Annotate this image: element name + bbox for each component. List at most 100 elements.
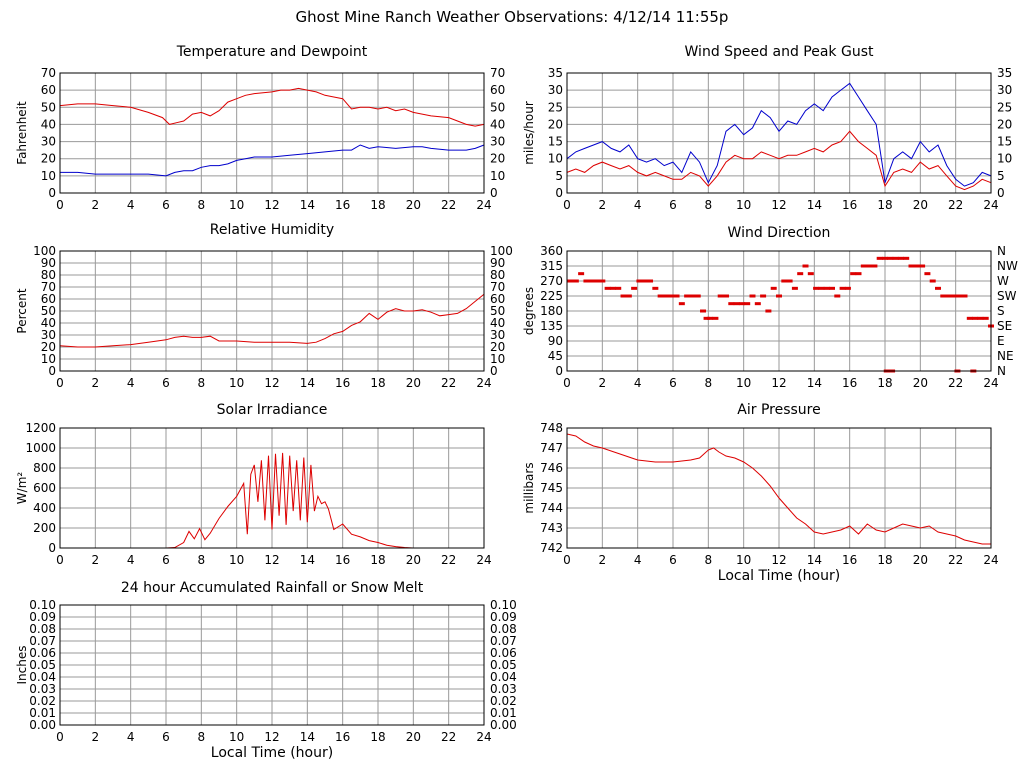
y-tick-label-right: W [997,274,1009,288]
y-tick-label: 35 [548,66,563,80]
x-tick-label: 2 [92,553,100,567]
data-point-wdir [728,302,735,306]
data-point-wdir [599,279,606,283]
x-tick-label: 22 [441,198,456,212]
y-tick-label-right: 30 [490,328,505,342]
y-tick-label: 743 [540,521,563,535]
y-tick-label: 20 [41,340,56,354]
x-tick-label: 4 [127,376,135,390]
y-tick-label: 0 [48,364,56,378]
data-point-wdir [647,279,654,283]
data-point-wdir [703,316,710,320]
y-tick-label-right: 0.10 [490,598,517,612]
y-tick-label: 0.02 [29,694,56,708]
x-tick-label: 24 [476,730,491,744]
data-point-wdir [689,294,696,298]
y-tick-label-right: 70 [490,66,505,80]
y-tick-label: 40 [41,316,56,330]
y-tick-label-right: 0 [997,186,1005,200]
x-tick-label: 4 [127,730,135,744]
y-tick-label: 0 [555,186,563,200]
chart-title-rain: 24 hour Accumulated Rainfall or Snow Mel… [120,580,424,596]
y-tick-label: 10 [41,169,56,183]
series-line-wind-blue [566,82,992,187]
x-tick-label: 14 [807,376,822,390]
x-tick-label: 10 [736,553,751,567]
x-tick-label: 20 [406,553,421,567]
x-tick-label: 20 [913,376,928,390]
y-tick-label: 60 [41,292,56,306]
y-tick-label-right: 30 [997,83,1012,97]
y-tick-label: 0 [48,541,56,555]
x-tick-label: 12 [771,198,786,212]
y-tick-label: 0.03 [29,682,56,696]
data-point-wdir [744,302,751,306]
x-tick-label: 20 [406,730,421,744]
x-tick-label: 20 [913,553,928,567]
data-point-wdir [860,264,867,268]
data-point-wdir [652,286,659,290]
x-tick-label: 24 [476,376,491,390]
y-tick-label: 745 [540,481,563,495]
x-tick-label: 14 [807,198,822,212]
data-point-wdir [684,294,691,298]
x-tick-label: 8 [198,730,206,744]
x-tick-label: 16 [335,730,350,744]
x-tick-label: 2 [92,376,100,390]
data-point-wdir [892,256,899,260]
x-tick-label: 16 [842,198,857,212]
y-axis-label: W/m² [15,472,29,505]
data-point-wdir [829,286,835,290]
y-tick-label: 15 [548,135,563,149]
y-tick-label-right: SE [997,319,1012,333]
data-point-wdir [935,286,941,290]
x-tick-label: 22 [948,376,963,390]
data-point-wdir [641,279,648,283]
data-point-wdir [924,272,931,276]
x-tick-label: 8 [705,198,713,212]
y-tick-label: 40 [41,117,56,131]
y-tick-label-right: 10 [490,169,505,183]
data-point-wdir [950,294,957,298]
data-point-wdir [966,316,973,320]
data-point-wdir [813,286,820,290]
x-tick-label: 4 [127,198,135,212]
data-point-wdir [733,302,740,306]
y-tick-label: 20 [41,152,56,166]
x-tick-label: 8 [198,198,206,212]
data-point-wdir [940,294,947,298]
data-point-wdir [977,316,984,320]
y-axis-label: millibars [522,462,536,513]
y-tick-label: 50 [41,304,56,318]
data-point-wdir [929,279,936,283]
x-tick-label: 2 [92,198,100,212]
data-point-wdir [760,294,767,298]
y-tick-label-right: 100 [490,244,513,258]
x-tick-label: 0 [56,730,64,744]
y-tick-label-right: 70 [490,280,505,294]
y-axis-label: Percent [15,288,29,333]
y-tick-label-right: 0.03 [490,682,517,696]
y-tick-label: 225 [540,289,563,303]
plot-frame [566,72,992,194]
series-line-solar-red [60,452,484,549]
x-tick-label: 6 [162,730,170,744]
y-tick-label: 1200 [25,421,56,435]
data-point-wdir [807,272,814,276]
x-tick-label: 14 [300,553,315,567]
y-tick-label-right: SW [997,289,1017,303]
x-tick-label: 8 [705,376,713,390]
data-point-wdir [572,279,579,283]
y-tick-label: 25 [548,100,563,114]
y-tick-label-right: 60 [490,292,505,306]
x-tick-label: 0 [563,376,571,390]
x-tick-label: 12 [264,376,279,390]
series-line-pressure-red [566,433,991,545]
y-tick-label: 800 [33,461,56,475]
data-point-wdir [707,316,714,320]
series-line-rh-red [59,293,485,348]
y-tick-label: 200 [33,521,56,535]
x-tick-label: 24 [983,198,998,212]
series-line-temp-red [59,87,485,127]
y-tick-label: 30 [41,328,56,342]
